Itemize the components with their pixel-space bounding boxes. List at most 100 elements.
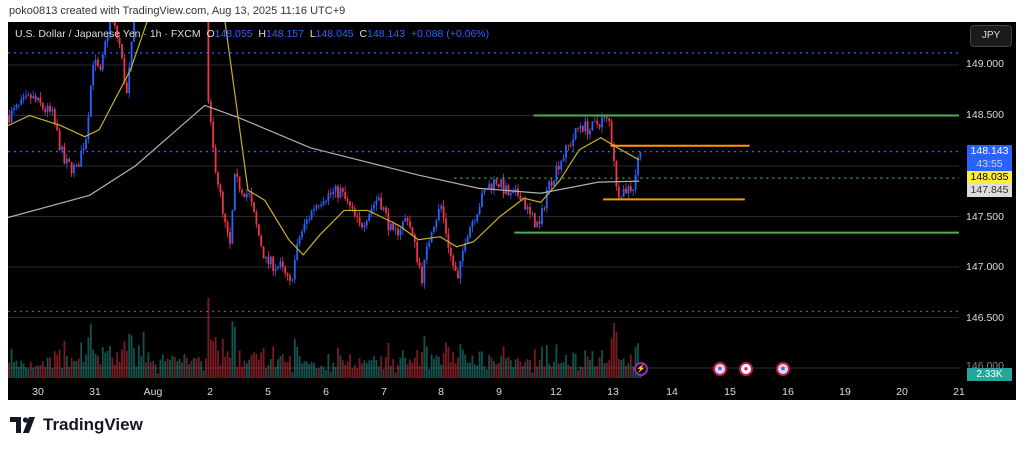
date-tick: 15: [724, 386, 736, 398]
candle-body: [87, 116, 90, 140]
volume-bar: [46, 357, 49, 378]
volume-bar: [236, 366, 239, 378]
volume-bar: [613, 323, 615, 378]
candle-body: [375, 200, 378, 205]
chart-pane[interactable]: U.S. Dollar / Japanese Yen · 1h · FXCM O…: [8, 22, 1016, 400]
tradingview-logo[interactable]: TradingView: [10, 415, 143, 435]
candle-body: [406, 218, 409, 222]
candle-body: [257, 224, 260, 236]
candle-body: [433, 226, 435, 232]
symbol-name[interactable]: U.S. Dollar / Japanese Yen · 1h · FXCM: [15, 28, 201, 40]
volume-bar: [68, 366, 71, 378]
candle-body: [469, 227, 471, 238]
volume-bar: [425, 346, 428, 378]
date-tick: 14: [666, 386, 678, 398]
volume-bar: [445, 342, 447, 378]
candle-body: [274, 268, 277, 272]
volume-bar: [22, 363, 25, 378]
symbol-legend: U.S. Dollar / Japanese Yen · 1h · FXCM O…: [15, 28, 489, 40]
volume-bar: [20, 360, 23, 378]
candle-body: [517, 188, 519, 196]
volume-bar: [399, 357, 402, 378]
candle-body: [22, 97, 25, 100]
volume-bar: [392, 359, 395, 378]
volume-bar: [368, 360, 371, 378]
candle-body: [277, 266, 279, 269]
date-tick: 19: [839, 386, 851, 398]
volume-bar: [325, 369, 327, 378]
volume-bar: [34, 366, 37, 378]
volume-bar: [209, 339, 212, 378]
candle-body: [397, 228, 399, 236]
volume-bar: [89, 323, 92, 378]
volume-bar: [452, 352, 455, 378]
price-chart-svg[interactable]: [8, 22, 1016, 400]
candle-body: [301, 231, 303, 238]
candle-body: [421, 266, 423, 284]
us-flag-event-icon[interactable]: ★: [713, 362, 727, 376]
volume-bar: [620, 359, 623, 378]
volume-bar: [173, 357, 176, 378]
candle-body: [430, 231, 433, 243]
candle-body: [493, 179, 495, 190]
candle-body: [629, 186, 632, 192]
volume-bar: [243, 360, 246, 378]
lightning-event-icon[interactable]: ⚡: [634, 362, 648, 376]
candle-body: [473, 221, 476, 222]
candle-body: [281, 261, 284, 268]
candle-body: [337, 186, 339, 198]
volume-bar: [219, 364, 222, 378]
candle-body: [130, 41, 133, 68]
candle-body: [632, 189, 635, 192]
volume-bar: [512, 366, 515, 378]
candle-body: [121, 43, 123, 59]
candle-body: [73, 165, 75, 174]
volume-bar: [94, 354, 97, 378]
volume-bar: [524, 361, 527, 378]
volume-bar: [608, 360, 611, 378]
candle-body: [116, 25, 119, 38]
volume-bar: [25, 367, 27, 378]
candle-body: [512, 191, 515, 194]
volume-bar: [322, 366, 325, 378]
candle-body: [269, 256, 272, 265]
candle-body: [447, 233, 450, 248]
volume-bar: [533, 349, 536, 378]
volume-bar: [125, 350, 128, 378]
currency-button[interactable]: JPY: [970, 25, 1012, 47]
candle-body: [262, 246, 265, 259]
candle-body: [334, 186, 337, 192]
candle-body: [639, 151, 642, 158]
candle-body: [92, 65, 95, 86]
candle-body: [339, 188, 342, 198]
candle-body: [346, 198, 349, 202]
volume-bar: [135, 366, 138, 378]
volume-bar: [365, 362, 368, 378]
volume-bar: [531, 372, 534, 378]
volume-bar: [183, 354, 186, 378]
volume-bar: [224, 356, 227, 378]
candle-body: [529, 206, 531, 215]
volume-bar: [32, 367, 35, 378]
candle-body: [272, 256, 275, 272]
candle-body: [411, 227, 414, 235]
candle-body: [298, 237, 301, 244]
volume-bar: [58, 349, 61, 378]
candle-body: [123, 58, 126, 83]
date-tick: 8: [438, 386, 444, 398]
candle-body: [560, 161, 563, 170]
us-flag-event-icon[interactable]: ★: [776, 362, 790, 376]
volume-bar: [541, 346, 543, 378]
volume-bar: [202, 370, 205, 378]
volume-bar: [267, 364, 270, 378]
japan-flag-event-icon[interactable]: ●: [739, 362, 753, 376]
candle-body: [214, 147, 217, 173]
price-tick: 147.500: [966, 211, 1004, 223]
candle-body: [500, 179, 503, 188]
candle-body: [526, 206, 529, 210]
candle-body: [608, 118, 611, 122]
candle-body: [483, 189, 486, 193]
candle-body: [464, 242, 467, 252]
volume-bar: [121, 349, 123, 378]
volume-bar: [526, 359, 529, 378]
